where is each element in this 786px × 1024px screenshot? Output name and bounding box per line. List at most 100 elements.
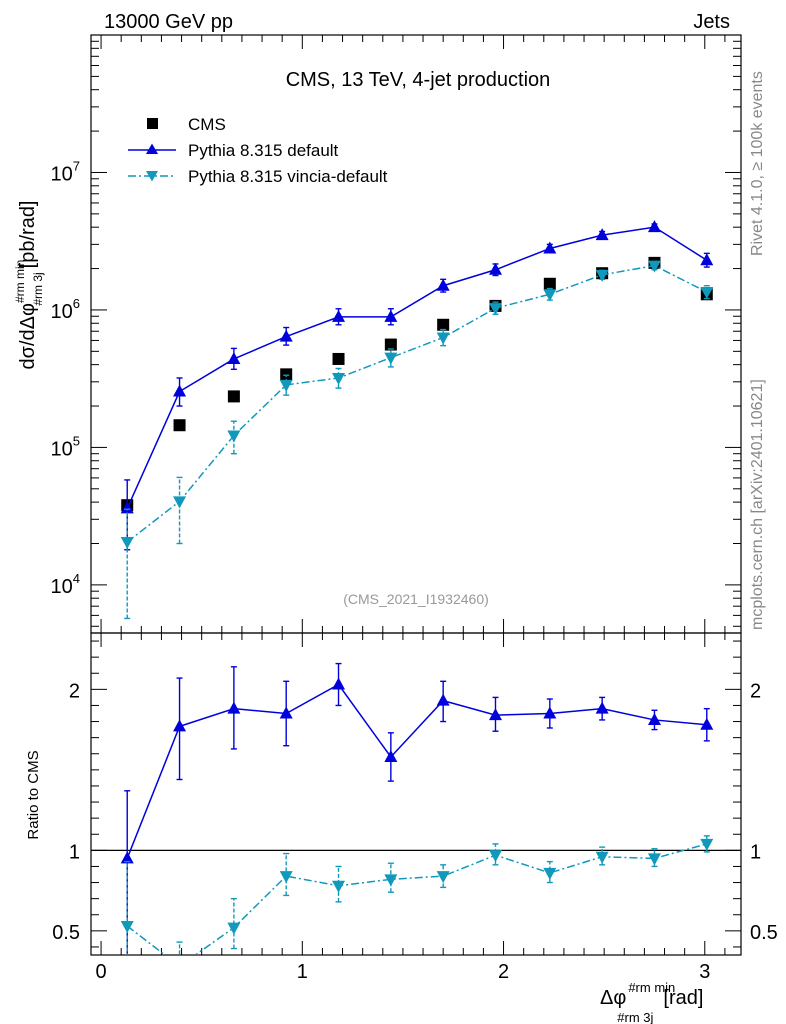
series-clip	[120, 662, 714, 973]
data-point	[120, 537, 134, 550]
series-pythia-8-315-vincia-default	[120, 835, 714, 973]
ratio-plot-area	[91, 662, 741, 973]
y-tick-label-ratio-left: 2	[69, 680, 80, 702]
data-point	[120, 501, 134, 514]
y-tick-label-main: 107	[51, 158, 80, 185]
data-point	[332, 372, 346, 385]
data-point	[700, 253, 714, 266]
y-tick-label-ratio-right: 1	[750, 841, 761, 863]
y-tick-label-ratio-left: 1	[69, 841, 80, 863]
data-point	[436, 332, 450, 345]
data-point	[279, 706, 293, 719]
data-point	[279, 379, 293, 392]
data-point	[700, 717, 714, 730]
data-point	[543, 289, 557, 302]
legend-marker-cms	[147, 118, 158, 129]
data-point	[543, 706, 557, 719]
series-pythia-8-315-default	[120, 662, 714, 954]
axis-tick-labels: 0 1 2 3 104 105 106 107 0.5 0.5 1 1 2 2	[51, 158, 778, 983]
data-point	[173, 961, 186, 973]
data-point	[384, 352, 398, 365]
data-point	[488, 262, 502, 275]
series-pythia-8-315-default	[120, 220, 714, 551]
series-cms	[121, 256, 713, 512]
data-point	[384, 338, 397, 351]
y-tick-label-ratio-right: 2	[750, 680, 761, 702]
data-point	[227, 430, 241, 443]
legend-label-default: Pythia 8.315 default	[188, 141, 339, 160]
x-tick-label: 3	[699, 961, 710, 983]
xlabel-sup: #rm min	[628, 980, 675, 995]
data-point	[120, 921, 134, 934]
data-point	[280, 368, 293, 381]
data-point	[595, 851, 609, 864]
data-point	[595, 269, 609, 282]
data-point	[436, 278, 450, 291]
legend-marker-vincia	[146, 171, 158, 182]
data-point	[173, 419, 186, 432]
y-tick-label-main: 105	[51, 433, 80, 460]
data-point	[595, 228, 609, 241]
x-tick-label: 0	[95, 961, 106, 983]
x-tick-label: 2	[498, 961, 509, 983]
legend-marker-default	[146, 143, 158, 154]
ylabel-main: dσ/dΔφ	[17, 303, 39, 370]
data-point	[332, 352, 345, 365]
data-point	[173, 719, 187, 732]
data-point	[279, 329, 293, 342]
mcplots-credit: mcplots.cern.ch [arXiv:2401.10621]	[749, 379, 766, 630]
data-point	[543, 277, 556, 290]
data-point	[647, 220, 661, 233]
data-point	[700, 287, 714, 300]
analysis-reference: (CMS_2021_I1932460)	[343, 591, 489, 607]
data-point	[647, 712, 661, 725]
data-point	[543, 241, 557, 254]
ylabel-unit: [pb/rad]	[17, 201, 39, 269]
data-point	[595, 701, 609, 714]
xlabel-main: Δφ	[600, 987, 626, 1009]
data-point	[436, 871, 450, 884]
data-point	[436, 693, 450, 706]
main-y-axis-label: dσ/dΔφ#rm min #rm 3j [pb/rad]	[13, 201, 45, 370]
series-line	[126, 226, 708, 509]
y-tick-label-main: 104	[51, 571, 80, 598]
data-point	[647, 853, 661, 866]
data-point	[488, 850, 502, 863]
data-point	[332, 880, 346, 893]
data-point	[384, 874, 398, 887]
ratio-panel-frame	[90, 632, 742, 956]
rivet-version-note: Rivet 4.1.0, ≥ 100k events	[749, 71, 766, 256]
data-point	[543, 867, 557, 880]
header-category: Jets	[693, 11, 730, 33]
y-tick-label-ratio-right: 0.5	[750, 922, 778, 944]
data-point	[488, 708, 502, 721]
svg-text:dσ/dΔφ#rm min#rm 3j[pb/rad]: dσ/dΔφ#rm min #rm 3j [pb/rad]	[13, 201, 45, 370]
ratio-y-axis-label: Ratio to CMS	[25, 750, 42, 839]
data-point	[120, 851, 134, 864]
data-point	[488, 303, 502, 316]
y-tick-label-ratio-left: 0.5	[52, 922, 80, 944]
legend-label-cms: CMS	[188, 115, 226, 134]
x-tick-label: 1	[297, 961, 308, 983]
data-point	[227, 351, 241, 364]
svg-text:Δφ#rm min#rm 3j[rad]: Δφ #rm min #rm 3j [rad]	[600, 980, 703, 1024]
chart-title: CMS, 13 TeV, 4-jet production	[286, 69, 551, 91]
data-point	[227, 922, 241, 935]
series-line	[126, 264, 708, 543]
data-point	[647, 260, 661, 273]
y-tick-label-main: 106	[51, 296, 80, 323]
series-pythia-8-315-vincia-default	[120, 260, 714, 620]
series-line	[126, 683, 707, 859]
data-point	[173, 384, 187, 397]
series-clip	[120, 220, 714, 620]
ylabel-sup: #rm min	[13, 260, 27, 303]
data-point	[227, 390, 240, 403]
data-point	[437, 318, 450, 331]
xlabel-unit: [rad]	[663, 987, 703, 1009]
data-point	[700, 838, 714, 851]
data-point	[279, 871, 293, 884]
data-point	[332, 677, 346, 690]
data-point	[332, 309, 346, 322]
axis-ticks	[91, 34, 741, 955]
